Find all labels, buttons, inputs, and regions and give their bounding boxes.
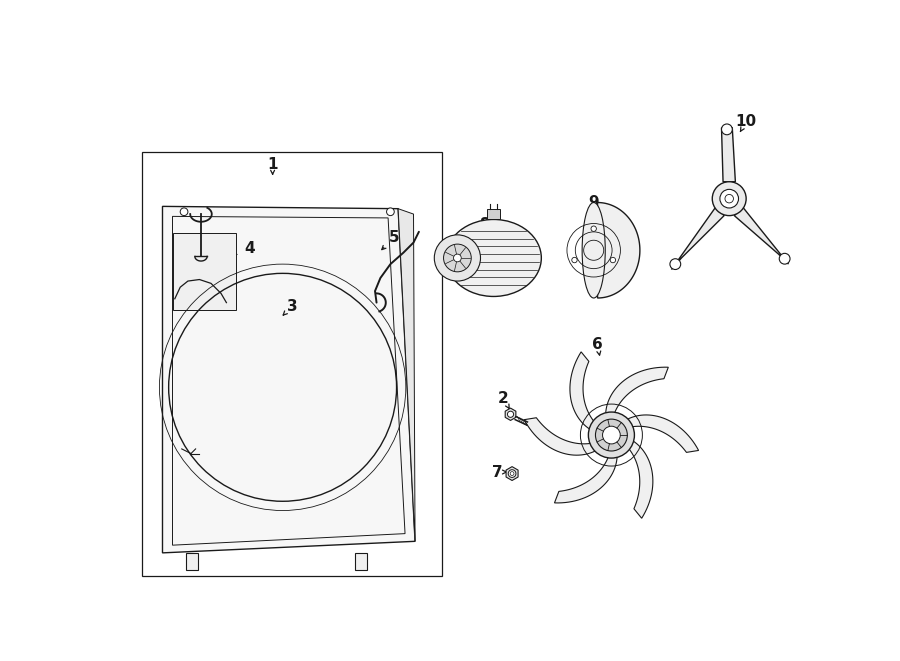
Circle shape [435, 235, 481, 281]
Text: 8: 8 [479, 217, 490, 231]
Circle shape [572, 257, 577, 262]
Circle shape [589, 412, 634, 458]
Circle shape [712, 182, 746, 215]
Polygon shape [598, 202, 640, 298]
Text: 9: 9 [589, 195, 599, 210]
Bar [488, 209, 500, 219]
Polygon shape [606, 367, 669, 414]
Polygon shape [505, 408, 516, 420]
Circle shape [508, 411, 514, 417]
Circle shape [720, 189, 739, 208]
Circle shape [508, 470, 516, 477]
Circle shape [387, 208, 394, 215]
Circle shape [180, 208, 188, 215]
Bar [185, 553, 198, 570]
Polygon shape [671, 207, 724, 270]
Text: 6: 6 [592, 338, 603, 352]
Polygon shape [627, 415, 698, 452]
Circle shape [779, 253, 790, 264]
Polygon shape [734, 207, 788, 264]
Bar [141, 153, 442, 576]
Ellipse shape [446, 219, 541, 297]
Text: 5: 5 [389, 229, 400, 245]
Text: 2: 2 [499, 391, 509, 407]
Polygon shape [506, 467, 518, 481]
Circle shape [591, 226, 597, 231]
Circle shape [670, 258, 680, 270]
Circle shape [602, 426, 620, 444]
Circle shape [725, 194, 734, 203]
Circle shape [444, 244, 472, 272]
Polygon shape [524, 418, 596, 455]
Bar [355, 553, 367, 570]
Circle shape [722, 124, 733, 135]
Circle shape [454, 254, 462, 262]
Text: 1: 1 [267, 157, 278, 171]
Polygon shape [554, 457, 617, 503]
Circle shape [596, 419, 627, 451]
Text: 3: 3 [286, 299, 297, 314]
Ellipse shape [582, 202, 605, 298]
Polygon shape [163, 206, 415, 553]
Polygon shape [629, 441, 652, 518]
Text: 7: 7 [492, 465, 503, 479]
Polygon shape [570, 352, 594, 430]
Text: 10: 10 [735, 114, 757, 129]
Bar [173, 233, 236, 310]
Polygon shape [722, 128, 735, 182]
Circle shape [610, 257, 616, 262]
Polygon shape [398, 209, 415, 541]
Circle shape [510, 472, 514, 475]
Text: 4: 4 [244, 241, 255, 256]
